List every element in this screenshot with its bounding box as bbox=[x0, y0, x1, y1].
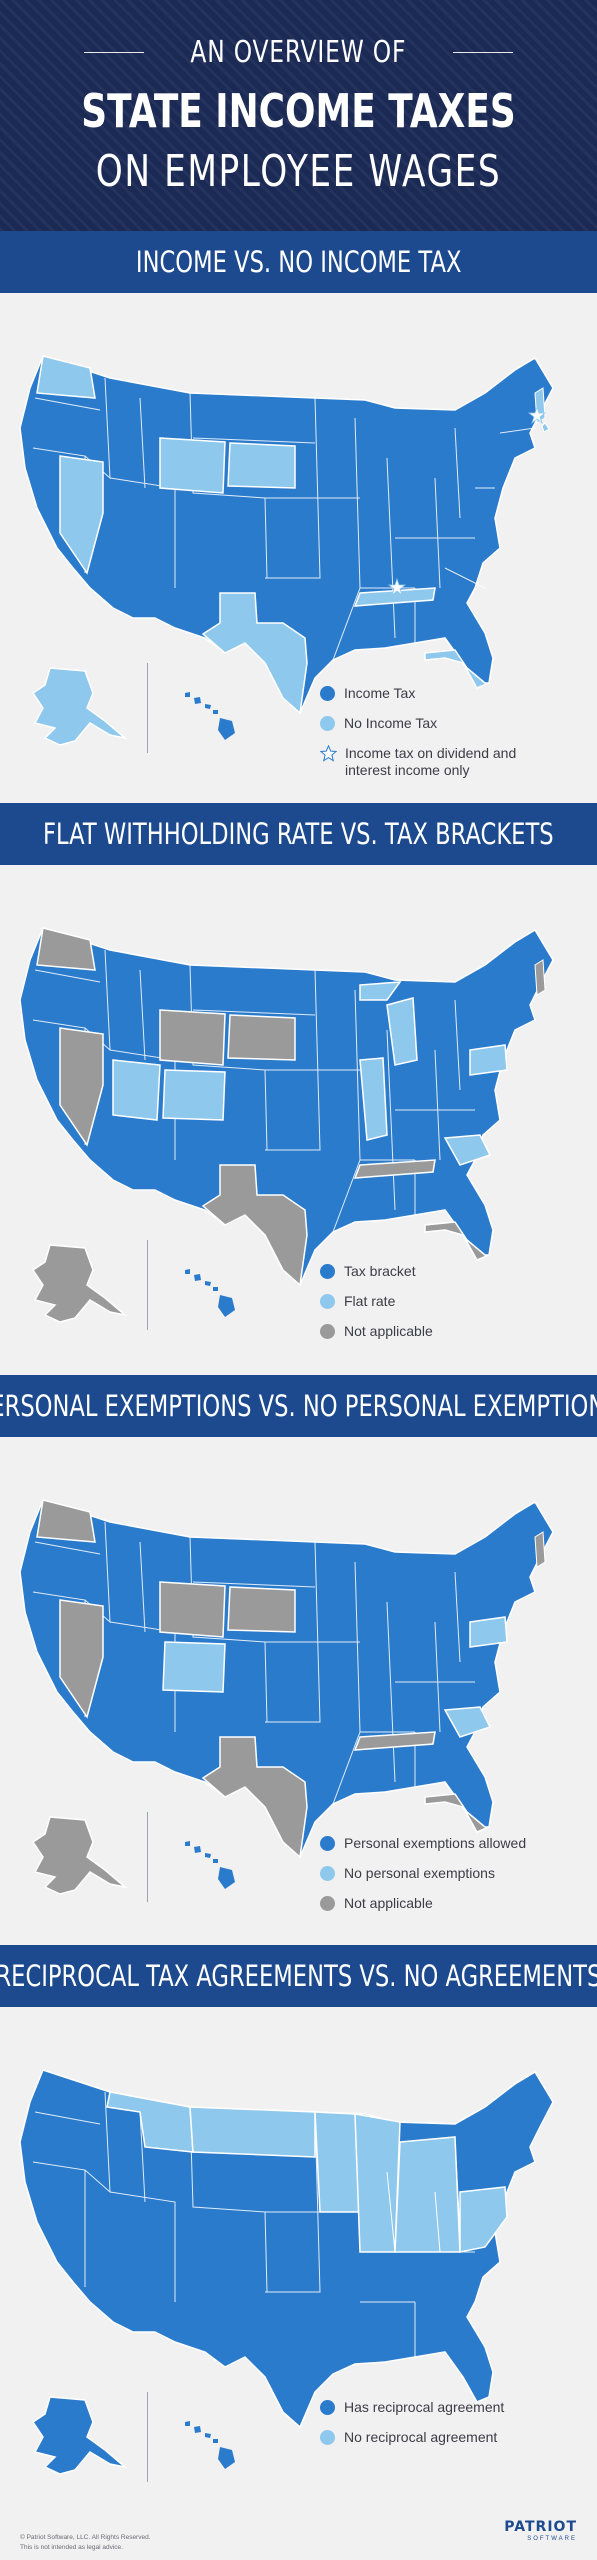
us-map-withholding bbox=[19, 927, 554, 1287]
legend-swatch-light-blue bbox=[320, 1294, 335, 1309]
map-divider bbox=[147, 2392, 148, 2482]
hawaii-shape bbox=[185, 2421, 235, 2469]
legend-swatch-gray bbox=[320, 1324, 335, 1339]
legend-swatch-dark-blue bbox=[320, 686, 335, 701]
logo-sub-text: SOFTWARE bbox=[527, 2536, 577, 2542]
legend-item: Flat rate bbox=[320, 1293, 433, 1310]
legend-item: Not applicable bbox=[320, 1323, 433, 1340]
map-divider bbox=[147, 1812, 148, 1902]
infographic-header: AN OVERVIEW OF STATE INCOME TAXES ON EMP… bbox=[0, 0, 597, 231]
legend-label: Not applicable bbox=[344, 1895, 433, 1911]
section-4-panel: Has reciprocal agreement No reciprocal a… bbox=[0, 2007, 597, 2505]
hawaii-shape bbox=[185, 1841, 235, 1889]
logo-main-text: PATRIOT bbox=[504, 2519, 577, 2535]
legend-item: No reciprocal agreement bbox=[320, 2429, 504, 2446]
legend-item: No personal exemptions bbox=[320, 1865, 526, 1882]
header-line-3: ON EMPLOYEE WAGES bbox=[95, 146, 502, 197]
section-3-title-band: PERSONAL EXEMPTIONS VS. NO PERSONAL EXEM… bbox=[0, 1375, 597, 1437]
header-line-1: AN OVERVIEW OF bbox=[190, 34, 407, 70]
alaska-shape bbox=[31, 667, 128, 746]
map-divider bbox=[147, 1240, 148, 1330]
header-rule-left bbox=[84, 51, 145, 53]
legend-swatch-light-blue bbox=[320, 716, 335, 731]
legend-item: Has reciprocal agreement bbox=[320, 2399, 504, 2416]
legend-item: Not applicable bbox=[320, 1895, 526, 1912]
us-map-reciprocal bbox=[19, 2069, 554, 2429]
legend-label: Tax bracket bbox=[344, 1263, 416, 1279]
legend-label: Has reciprocal agreement bbox=[344, 2399, 505, 2415]
legend-item: No Income Tax bbox=[320, 715, 520, 732]
alaska-shape bbox=[31, 1244, 128, 1323]
legend-swatch-light-blue bbox=[320, 2430, 335, 2445]
legend-swatch-dark-blue bbox=[320, 1836, 335, 1851]
section-2-title-band: FLAT WITHHOLDING RATE VS. TAX BRACKETS bbox=[0, 803, 597, 865]
header-overline: AN OVERVIEW OF bbox=[0, 30, 597, 74]
header-line-2: STATE INCOME TAXES bbox=[81, 84, 516, 138]
alaska-shape bbox=[31, 1816, 128, 1895]
footer: © Patriot Software, LLC. All Rights Rese… bbox=[0, 2505, 597, 2560]
legend-item: Income tax on dividend and interest inco… bbox=[320, 745, 520, 779]
legend-label: Flat rate bbox=[344, 1293, 396, 1309]
legend-label: Personal exemptions allowed bbox=[344, 1835, 527, 1851]
us-map-exemptions bbox=[19, 1499, 554, 1859]
legend-label: No personal exemptions bbox=[344, 1865, 495, 1881]
section-2-title: FLAT WITHHOLDING RATE VS. TAX BRACKETS bbox=[43, 817, 554, 851]
section-1-title: INCOME VS. NO INCOME TAX bbox=[135, 245, 462, 279]
legend-swatch-gray bbox=[320, 1896, 335, 1911]
star-icon bbox=[320, 745, 337, 762]
alaska-shape bbox=[31, 2396, 128, 2475]
footer-copy: © Patriot Software, LLC. All Rights Rese… bbox=[20, 2533, 151, 2553]
section-1-panel: Income Tax No Income Tax Income tax on d… bbox=[0, 293, 597, 803]
section-3-title: PERSONAL EXEMPTIONS VS. NO PERSONAL EXEM… bbox=[0, 1389, 597, 1423]
section-3-legend: Personal exemptions allowed No personal … bbox=[320, 1835, 526, 1925]
hawaii-shape bbox=[185, 1269, 235, 1317]
legend-swatch-dark-blue bbox=[320, 2400, 335, 2415]
legend-label: Not applicable bbox=[344, 1323, 433, 1339]
section-2-panel: Tax bracket Flat rate Not applicable bbox=[0, 865, 597, 1375]
section-3-panel: Personal exemptions allowed No personal … bbox=[0, 1437, 597, 1945]
header-rule-right bbox=[452, 51, 513, 53]
legend-label: No Income Tax bbox=[344, 715, 438, 731]
us-map-income-tax bbox=[19, 355, 554, 715]
hawaii-shape bbox=[185, 692, 235, 740]
legend-swatch-dark-blue bbox=[320, 1264, 335, 1279]
patriot-logo[interactable]: PATRIOT SOFTWARE bbox=[504, 2519, 577, 2542]
disclaimer-text: This is not intended as legal advice. bbox=[20, 2544, 123, 2551]
section-1-title-band: INCOME VS. NO INCOME TAX bbox=[0, 231, 597, 293]
map-divider bbox=[147, 663, 148, 753]
legend-label: No reciprocal agreement bbox=[344, 2429, 498, 2445]
section-4-legend: Has reciprocal agreement No reciprocal a… bbox=[320, 2399, 504, 2459]
copyright-text: © Patriot Software, LLC. All Rights Rese… bbox=[20, 2534, 151, 2541]
legend-item: Personal exemptions allowed bbox=[320, 1835, 526, 1852]
legend-swatch-light-blue bbox=[320, 1866, 335, 1881]
section-2-legend: Tax bracket Flat rate Not applicable bbox=[320, 1263, 433, 1353]
section-1-legend: Income Tax No Income Tax Income tax on d… bbox=[320, 685, 520, 792]
legend-label: Income tax on dividend and interest inco… bbox=[345, 745, 517, 778]
legend-label: Income Tax bbox=[344, 685, 416, 701]
legend-item: Income Tax bbox=[320, 685, 520, 702]
section-4-title-band: RECIPROCAL TAX AGREEMENTS VS. NO AGREEME… bbox=[0, 1945, 597, 2007]
section-4-title: RECIPROCAL TAX AGREEMENTS VS. NO AGREEME… bbox=[0, 1959, 597, 1993]
legend-item: Tax bracket bbox=[320, 1263, 433, 1280]
